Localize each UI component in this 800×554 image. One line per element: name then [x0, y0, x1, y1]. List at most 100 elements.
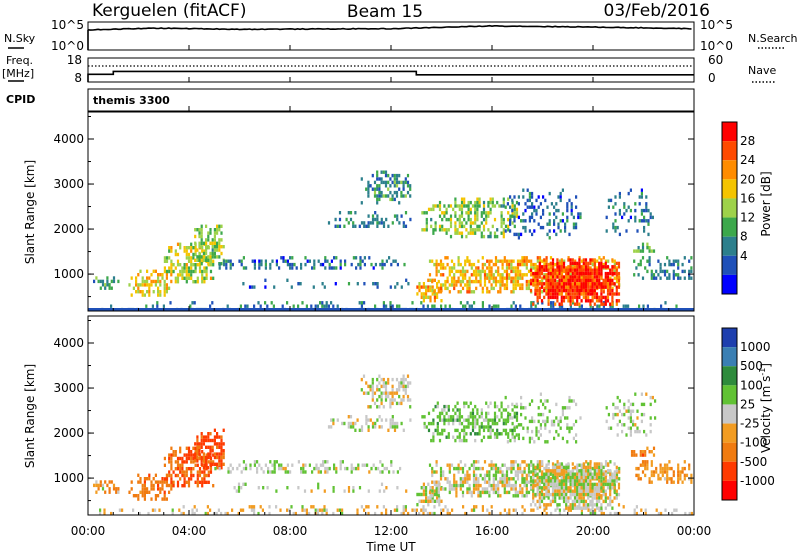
velocity-echo-cell-10 [504, 432, 508, 436]
velocity-echo-cell-11 [514, 460, 517, 464]
power-echo-cell-12 [578, 261, 581, 266]
power-echo-cell-14 [643, 208, 646, 213]
power-echo-cell-8 [406, 184, 410, 188]
velocity-echo-cell-0 [182, 511, 185, 516]
power-echo-cell-2 [159, 283, 162, 287]
velocity-echo-cell-4 [205, 435, 208, 439]
velocity-echo-cell-12 [547, 489, 550, 493]
velocity-echo-cell-11 [512, 463, 515, 467]
velocity-echo-cell-10 [456, 435, 459, 439]
power-echo-cell-4 [198, 234, 201, 239]
power-echo-cell-10 [474, 204, 477, 208]
power-echo-cell-8 [389, 177, 392, 181]
velocity-echo-cell-4 [200, 459, 203, 463]
power-echo-cell-8 [376, 173, 379, 178]
velocity-echo-cell-8 [404, 377, 407, 382]
velocity-echo-cell-12 [595, 496, 599, 500]
power-echo-cell-12 [565, 282, 568, 286]
power-echo-cell-14 [638, 219, 641, 223]
velocity-echo-cell-5 [260, 466, 263, 471]
velocity-echo-cell-14 [623, 406, 626, 410]
velocity-echo-cell-10 [471, 428, 475, 433]
velocity-echo-cell-4 [200, 438, 203, 443]
velocity-echo-cell-3 [176, 484, 180, 488]
velocity-echo-cell-7 [360, 428, 364, 432]
velocity-echo-cell-7 [369, 418, 372, 422]
power-echo-cell-3 [185, 252, 188, 257]
velocity-echo-cell-10 [427, 421, 431, 426]
velocity-echo-cell-8 [393, 398, 396, 402]
velocity-echo-cell-7 [387, 428, 390, 432]
power-echo-cell-1 [99, 286, 102, 290]
velocity-echo-cell-10 [491, 418, 494, 422]
velocity-echo-cell-11 [448, 487, 451, 491]
velocity-echo-cell-12 [615, 479, 618, 483]
velocity-echo-cell-11 [571, 466, 575, 471]
power-echo-cell-11 [534, 266, 537, 270]
velocity-echo-cell-8 [400, 384, 403, 389]
power-echo-cell-12 [600, 292, 603, 296]
power-echo-cell-10 [460, 234, 464, 239]
power-echo-cell-12 [554, 292, 557, 296]
power-echo-cell-3 [168, 249, 171, 253]
velocity-echo-cell-11 [431, 473, 434, 478]
velocity-echo-cell-0 [418, 511, 421, 516]
power-echo-cell-16 [690, 276, 693, 280]
velocity-echo-cell-5 [313, 466, 316, 471]
velocity-echo-cell-12 [538, 503, 541, 507]
power-echo-cell-7 [365, 224, 368, 228]
power-echo-cell-16 [641, 256, 645, 260]
power-echo-cell-4 [196, 258, 199, 262]
power-echo-cell-8 [378, 187, 381, 191]
velocity-echo-cell-11 [437, 480, 440, 484]
power-echo-cell-12 [606, 265, 610, 269]
velocity-echo-cell-11 [477, 490, 480, 495]
velocity-echo-cell-9 [422, 486, 425, 490]
power-echo-cell-12 [587, 288, 590, 293]
velocity-echo-cell-11 [475, 487, 478, 491]
velocity-echo-cell-10 [485, 401, 488, 405]
velocity-echo-cell-10 [480, 421, 483, 426]
power-echo-cell-13 [517, 215, 520, 220]
power-echo-cell-10 [476, 197, 479, 201]
velocity-echo-cell-10 [482, 425, 486, 429]
velocity-echo-cell-4 [202, 459, 205, 463]
velocity-echo-cell-3 [212, 484, 215, 488]
velocity-echo-cell-7 [396, 421, 399, 426]
power-echo-cell-5 [339, 259, 342, 263]
velocity-echo-cell-13 [509, 416, 512, 420]
power-echo-cell-11 [527, 286, 531, 291]
power-echo-cell-3 [170, 246, 173, 250]
power-echo-cell-12 [582, 268, 585, 272]
velocity-echo-cell-5 [249, 463, 252, 467]
power-echo-cell-4 [218, 245, 221, 249]
power-echo-cell-11 [453, 279, 456, 284]
velocity-echo-cell-12 [576, 482, 579, 487]
power-echo-cell-8 [380, 177, 383, 181]
velocity-echo-cell-11 [523, 480, 526, 484]
power-echo-cell-11 [455, 279, 458, 284]
velocity-echo-cell-5 [227, 466, 230, 471]
velocity-echo-cell-14 [636, 429, 639, 434]
power-echo-cell-8 [373, 194, 377, 198]
velocity-echo-cell-3 [179, 446, 182, 450]
velocity-echo-cell-12 [591, 482, 594, 487]
velocity-echo-cell-14 [636, 426, 639, 430]
velocity-echo-cell-11 [536, 460, 539, 464]
power-echo-cell-11 [512, 290, 515, 294]
power-echo-cell-12 [532, 271, 535, 276]
power-echo-cell-5 [269, 262, 272, 267]
power-echo-cell-4 [209, 231, 212, 235]
velocity-echo-cell-9 [429, 496, 432, 500]
power-echo-cell-11 [501, 273, 504, 277]
power-echo-cell-12 [547, 278, 550, 283]
power-echo-cell-3 [181, 266, 184, 270]
velocity-echo-cell-4 [216, 445, 219, 449]
velocity-echo-cell-3 [212, 453, 215, 457]
velocity-echo-cell-16 [663, 466, 667, 471]
power-echo-cell-13 [526, 188, 529, 192]
velocity-echo-cell-13 [542, 419, 545, 424]
velocity-echo-cell-5 [341, 460, 344, 464]
power-echo-cell-0 [464, 304, 467, 308]
